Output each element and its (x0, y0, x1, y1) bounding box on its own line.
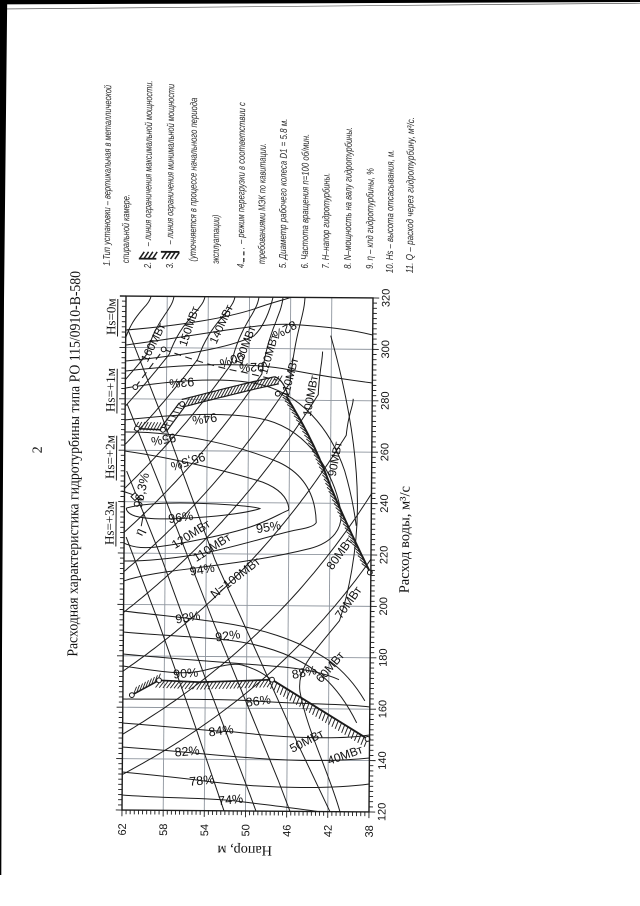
svg-text:220: 220 (378, 546, 390, 564)
svg-text:4.: 4. (235, 262, 246, 268)
svg-text:93%: 93% (169, 374, 195, 390)
svg-text:Расходная характеристика гидро: Расходная характеристика гидротурбины ти… (65, 271, 85, 657)
svg-text:120: 120 (376, 803, 388, 821)
svg-text:2: 2 (31, 446, 46, 453)
svg-text:50: 50 (240, 824, 252, 836)
svg-text:Расход воды, м³/с: Расход воды, м³/с (397, 486, 414, 593)
svg-text:160: 160 (377, 700, 389, 718)
svg-text:320: 320 (380, 289, 392, 307)
svg-text:спиральной камере.: спиральной камере. (120, 194, 132, 263)
svg-text:240: 240 (379, 494, 391, 512)
svg-text:– режим перегрузки в соответс: – режим перегрузки в соответствии с (235, 102, 247, 245)
svg-text:11. Q – расход через гидротур: 11. Q – расход через гидротурбину, м³/с. (404, 117, 416, 273)
svg-text:38: 38 (364, 825, 376, 837)
svg-text:Hs=0м: Hs=0м (103, 298, 118, 335)
svg-text:140: 140 (377, 751, 389, 769)
svg-text:74%: 74% (218, 792, 244, 808)
svg-text:1.Тип установки – вертикальн: 1.Тип установки – вертикальная в металли… (101, 85, 114, 266)
svg-text:78%: 78% (189, 772, 215, 788)
svg-text:5. Диаметр рабочего колеса D1: 5. Диаметр рабочего колеса D1 = 5.8 м. (277, 119, 289, 269)
svg-text:82%: 82% (174, 744, 200, 760)
svg-text:10. Hs – высота отсасывания,: 10. Hs – высота отсасывания, м. (384, 150, 396, 274)
svg-text:Напор, м: Напор, м (217, 842, 272, 858)
svg-text:90%: 90% (173, 666, 199, 682)
svg-text:Hs=+2м: Hs=+2м (102, 435, 117, 479)
svg-text:42: 42 (323, 825, 335, 837)
svg-text:8. N–мощность на валу гидроту: 8. N–мощность на валу гидротурбины. (342, 127, 354, 269)
svg-text:200: 200 (378, 597, 390, 615)
svg-text:260: 260 (379, 443, 391, 461)
svg-text:62: 62 (117, 823, 129, 835)
svg-text:– линия ограничения максималь: – линия ограничения максимальной мощност… (142, 81, 155, 248)
svg-text:Hs=+1м: Hs=+1м (103, 368, 118, 412)
svg-text:58: 58 (158, 824, 170, 836)
svg-text:9. η – кпд гидротурбины, %: 9. η – кпд гидротурбины, % (364, 168, 376, 269)
svg-text:46: 46 (281, 825, 293, 837)
svg-text:7. Н–напор гидротурбины.: 7. Н–напор гидротурбины. (320, 173, 332, 269)
svg-text:180: 180 (378, 648, 390, 666)
svg-text:эксплуатации): эксплуатации) (210, 215, 222, 264)
svg-text:2.: 2. (142, 262, 153, 269)
svg-text:3.: 3. (164, 262, 175, 268)
svg-text:300: 300 (380, 340, 392, 358)
svg-text:Hs=+3м: Hs=+3м (102, 501, 117, 545)
svg-text:– линия ограничения минимальн: – линия ограничения минимальной мощности (164, 84, 177, 246)
svg-text:6. Частота вращения n=100 об: 6. Частота вращения n=100 об/мин. (299, 134, 311, 269)
svg-text:280: 280 (380, 391, 392, 409)
svg-text:(уточняется в процессе начальн: (уточняется в процессе начального период… (187, 98, 200, 262)
svg-text:требованиями МЭК по кавитации.: требованиями МЭК по кавитации. (256, 143, 268, 264)
svg-text:54: 54 (199, 824, 211, 836)
